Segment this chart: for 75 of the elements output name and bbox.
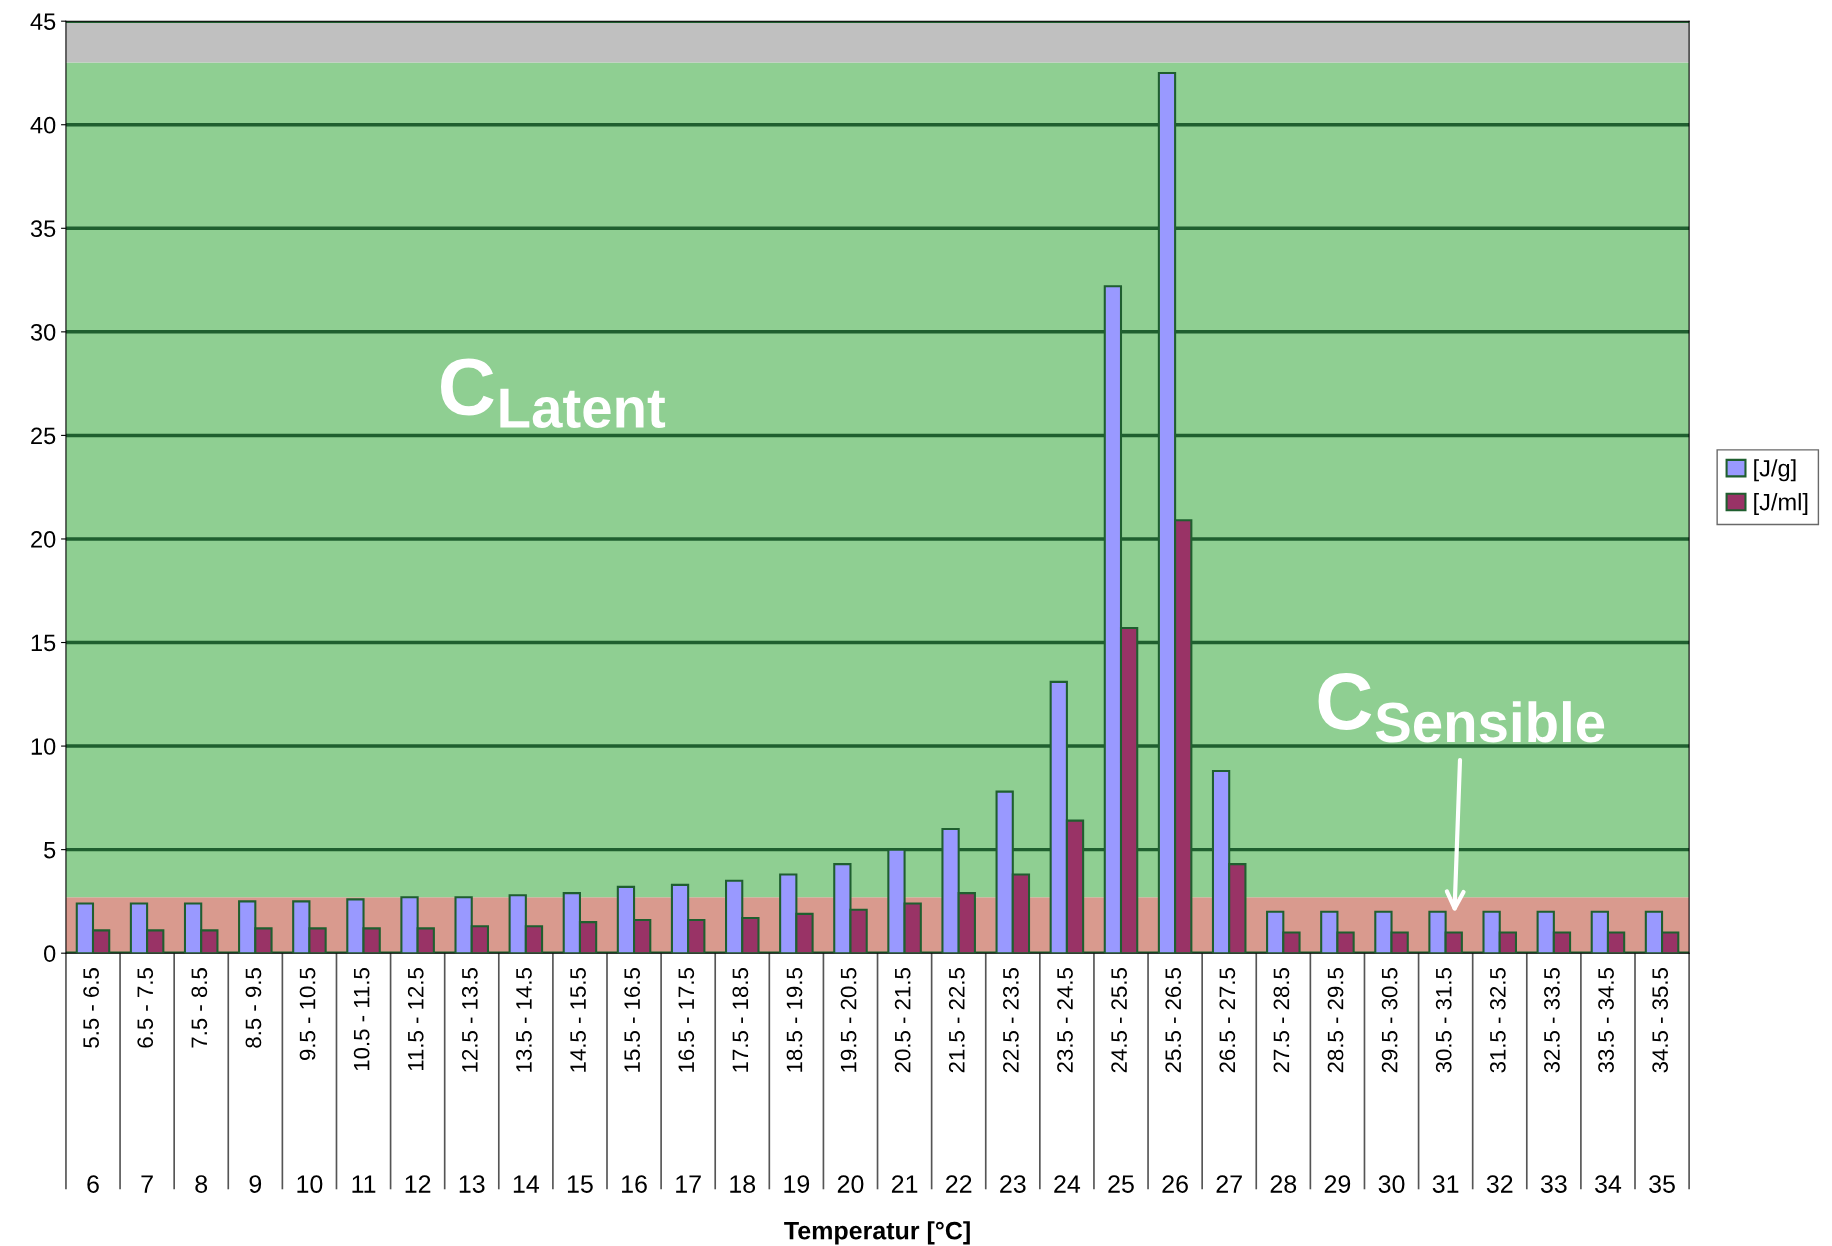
y-tick-label: 30 xyxy=(30,323,56,341)
x2-tick-label: 31 xyxy=(1432,1175,1459,1193)
x2-tick-label: 13 xyxy=(459,1175,485,1193)
y-tick-label: 35 xyxy=(30,220,56,238)
x-tick-label: 5.5 - 6.5 xyxy=(83,968,99,1048)
x2-tick-label: 24 xyxy=(1054,1175,1081,1193)
x-tick-label: 32.5 - 33.5 xyxy=(1544,968,1560,1073)
x2-tick-label: 32 xyxy=(1486,1175,1513,1193)
x2-tick-label: 6 xyxy=(87,1175,99,1193)
x2-tick-label: 19 xyxy=(784,1175,810,1193)
legend-label: [J/ml] xyxy=(1754,493,1808,516)
x-tick-label: 17.5 - 18.5 xyxy=(732,968,749,1072)
x2-tick-label: 26 xyxy=(1162,1175,1188,1193)
x2-tick-label: 21 xyxy=(891,1175,918,1193)
y-tick-label: 5 xyxy=(44,841,56,859)
y-tick-label: 10 xyxy=(31,738,56,755)
y-tick-label: 40 xyxy=(30,116,56,134)
x2-tick-label: 7 xyxy=(141,1175,153,1193)
x2-tick-label: 30 xyxy=(1378,1175,1405,1193)
x-tick-label: 7.5 - 8.5 xyxy=(191,968,208,1048)
x-tick-label: 21.5 - 22.5 xyxy=(948,968,965,1073)
y-tick-label: 45 xyxy=(30,13,56,30)
x-tick-label: 9.5 - 10.5 xyxy=(299,968,316,1061)
x2-tick-label: 35 xyxy=(1649,1175,1675,1193)
x2-tick-label: 17 xyxy=(676,1175,701,1193)
x2-tick-label: 11 xyxy=(352,1175,376,1193)
x-tick-label: 26.5 - 27.5 xyxy=(1219,968,1236,1073)
x-tick-label: 22.5 - 23.5 xyxy=(1003,968,1019,1073)
x-tick-label: 6.5 - 7.5 xyxy=(137,968,154,1048)
x2-tick-label: 20 xyxy=(837,1175,864,1193)
x-tick-label: 33.5 - 34.5 xyxy=(1598,968,1614,1073)
x2-tick-label: 15 xyxy=(567,1175,593,1193)
x-tick-label: 20.5 - 21.5 xyxy=(894,968,911,1073)
x2-tick-label: 23 xyxy=(1000,1175,1026,1193)
x-tick-label: 18.5 - 19.5 xyxy=(786,968,803,1072)
x-tick-label: 10.5 - 11.5 xyxy=(353,968,370,1071)
x-tick-label: 14.5 - 15.5 xyxy=(570,968,586,1072)
x-tick-label: 27.5 - 28.5 xyxy=(1273,968,1290,1073)
annotation: C$_{Latent}$ xyxy=(441,358,666,428)
annotation: C$_{Sensible}$ xyxy=(1318,672,1605,743)
x-tick-label: 23.5 - 24.5 xyxy=(1057,968,1073,1073)
x-tick-label: 31.5 - 32.5 xyxy=(1489,968,1506,1073)
x-tick-label: 16.5 - 17.5 xyxy=(678,968,695,1072)
x2-tick-label: 18 xyxy=(730,1175,756,1193)
x-tick-label: 25.5 - 26.5 xyxy=(1165,968,1182,1073)
y-tick-label: 0 xyxy=(44,945,56,962)
x2-tick-label: 33 xyxy=(1540,1175,1567,1193)
x-tick-label: 13.5 - 14.5 xyxy=(516,968,532,1072)
x2-tick-label: 28 xyxy=(1270,1175,1297,1193)
y-tick-label: 25 xyxy=(31,427,56,445)
legend-label: [J/g] xyxy=(1754,459,1796,482)
x2-tick-label: 25 xyxy=(1108,1175,1134,1193)
x2-tick-label: 14 xyxy=(513,1175,540,1193)
x-tick-label: 12.5 - 13.5 xyxy=(461,968,478,1072)
y-tick-label: 20 xyxy=(31,531,56,548)
x-tick-label: 28.5 - 29.5 xyxy=(1327,968,1344,1073)
x2-tick-label: 10 xyxy=(297,1175,323,1193)
x2-tick-label: 8 xyxy=(195,1175,208,1193)
x-tick-label: 19.5 - 20.5 xyxy=(840,968,857,1072)
x2-tick-label: 16 xyxy=(622,1175,647,1193)
y-tick-label: 15 xyxy=(31,634,56,652)
x-tick-label: 15.5 - 16.5 xyxy=(624,968,641,1072)
x2-tick-label: 22 xyxy=(946,1175,972,1193)
x2-tick-label: 9 xyxy=(249,1175,262,1193)
x2-tick-label: 12 xyxy=(405,1175,431,1193)
x-tick-label: 29.5 - 30.5 xyxy=(1381,968,1398,1073)
x-tick-label: 8.5 - 9.5 xyxy=(245,968,262,1048)
x-axis-title: Temperatur [°C] xyxy=(784,1221,970,1245)
x-tick-label: 11.5 - 12.5 xyxy=(407,968,424,1071)
x-tick-label: 34.5 - 35.5 xyxy=(1652,968,1669,1073)
x2-tick-label: 27 xyxy=(1216,1175,1242,1193)
x-tick-label: 24.5 - 25.5 xyxy=(1111,968,1127,1073)
x2-tick-label: 34 xyxy=(1595,1175,1622,1193)
x2-tick-label: 29 xyxy=(1324,1175,1351,1193)
x-tick-label: 30.5 - 31.5 xyxy=(1435,968,1452,1073)
